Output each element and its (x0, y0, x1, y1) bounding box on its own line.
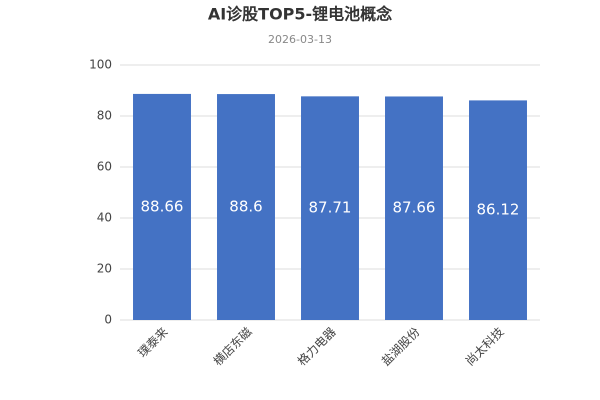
y-tick-label: 0 (104, 313, 112, 327)
chart-title: AI诊股TOP5-锂电池概念 (208, 5, 393, 24)
bar (133, 93, 191, 321)
x-tick-label: 尚太科技 (462, 324, 507, 369)
x-tick-label: 盐湖股份 (378, 324, 423, 369)
data-label: 86.12 (477, 201, 520, 219)
data-label: 87.66 (393, 199, 436, 217)
y-tick-label: 60 (97, 160, 112, 174)
data-label: 88.6 (229, 198, 262, 216)
bar (301, 96, 359, 320)
y-tick-label: 40 (97, 211, 112, 225)
data-label: 88.66 (141, 197, 184, 215)
y-tick-label: 80 (97, 109, 112, 123)
data-label: 87.71 (309, 199, 352, 217)
x-tick-label: 横店东磁 (210, 324, 255, 369)
x-tick-label: 璞泰来 (135, 325, 170, 360)
x-tick-label: 格力电器 (294, 324, 339, 369)
chart-subtitle: 2026-03-13 (268, 33, 332, 46)
y-tick-label: 20 (97, 262, 112, 276)
bar (469, 100, 527, 320)
bar (385, 96, 443, 320)
y-tick-label: 100 (89, 58, 112, 72)
bar (217, 94, 275, 320)
